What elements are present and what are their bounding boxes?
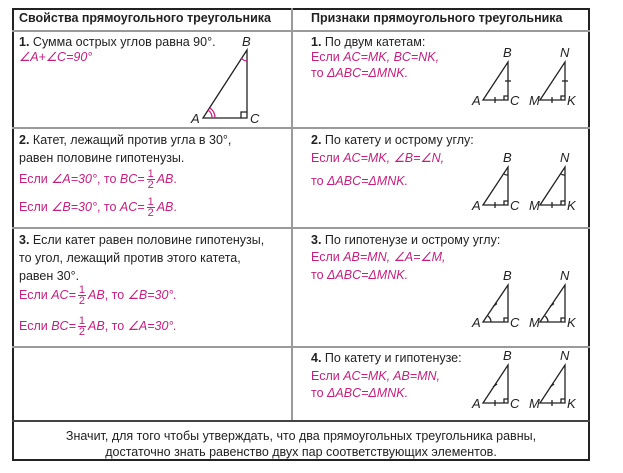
property-2-text: 2. Катет, лежащий против угла в 30°, — [19, 133, 232, 147]
criterion-2-cond: Если AC=MK, ∠B=∠N, — [311, 151, 445, 165]
table-frame — [12, 8, 590, 461]
svg-text:C: C — [510, 396, 520, 411]
svg-text:A: A — [471, 93, 481, 108]
right-triangle: B A C — [471, 150, 520, 213]
svg-text:N: N — [560, 268, 570, 283]
svg-text:N: N — [560, 348, 570, 363]
svg-text:M: M — [529, 93, 540, 108]
right-triangle: N M K — [529, 268, 577, 330]
svg-text:C: C — [510, 198, 520, 213]
property-2-text-2: равен половине гипотенузы. — [19, 151, 185, 165]
property-1-formula: ∠A+∠C=90° — [19, 50, 93, 64]
criterion-1-title: 1. По двум катетам: — [311, 35, 426, 49]
svg-text:B: B — [503, 150, 512, 165]
property-3-text-2: то угол, лежащий против этого катета, — [19, 251, 241, 265]
header-properties: Свойства прямоугольного треугольника — [19, 11, 271, 25]
svg-text:A: A — [471, 198, 481, 213]
right-triangle: B A C — [471, 268, 520, 330]
property-3-text-3: равен 30°. — [19, 269, 80, 283]
property-2-formula-2: Если ∠B=30°, то AC= 1 2 AB. — [19, 196, 177, 219]
criterion-2-result: то ΔABC=ΔMNK. — [311, 174, 409, 188]
right-triangle: B A C — [471, 348, 520, 411]
right-triangle: N M K — [529, 45, 577, 108]
svg-text:M: M — [529, 315, 540, 330]
svg-text:N: N — [560, 150, 570, 165]
criterion-4-cond: Если AC=MK, AB=MN, — [311, 369, 440, 383]
svg-text:K: K — [567, 396, 577, 411]
criterion-3-result: то ΔABC=ΔMNK. — [311, 268, 409, 282]
row-divider — [12, 420, 590, 422]
row-divider — [12, 30, 590, 32]
svg-text:C: C — [510, 315, 520, 330]
svg-text:M: M — [529, 198, 540, 213]
footer-line-1: Значит, для того чтобы утверждать, что д… — [65, 429, 537, 443]
footer-line-2: достаточно знать равенство двух пар соот… — [105, 445, 497, 459]
criterion-4-result: то ΔABC=ΔMNK. — [311, 386, 409, 400]
svg-text:N: N — [560, 45, 570, 60]
property-2-formula-1: Если ∠A=30°, то BC= 1 2 AB. — [19, 168, 177, 191]
svg-text:A: A — [190, 111, 200, 126]
svg-text:C: C — [510, 93, 520, 108]
criterion-4-title: 4. По катету и гипотенузе: — [311, 351, 462, 365]
svg-text:B: B — [503, 45, 512, 60]
right-triangle: B A C — [471, 45, 520, 108]
row-divider — [12, 127, 590, 129]
svg-text:B: B — [242, 34, 251, 49]
row-divider — [12, 227, 590, 229]
svg-text:K: K — [567, 93, 577, 108]
right-triangle: N M K — [529, 348, 577, 411]
criterion-1-result: то ΔABC=ΔMNK. — [311, 66, 409, 80]
svg-text:A: A — [471, 315, 481, 330]
criterion-1-cond: Если AC=MK, BC=NK, — [311, 50, 440, 64]
header-criteria: Признаки прямоугольного треугольника — [311, 11, 563, 25]
criterion-3-cond: Если AB=MN, ∠A=∠M, — [311, 250, 446, 264]
property-3-formula-1: Если AC= 1 2 AB, то ∠B=30°. — [19, 284, 177, 307]
property-3-text: 3. Если катет равен половине гипотенузы, — [19, 233, 265, 247]
svg-text:K: K — [567, 315, 577, 330]
right-triangle: N M K — [529, 150, 577, 213]
svg-text:K: K — [567, 198, 577, 213]
svg-text:C: C — [250, 111, 260, 126]
criterion-2-title: 2. По катету и острому углу: — [311, 133, 474, 147]
triangle-abc-main: B A C — [190, 34, 260, 126]
criterion-3-title: 3. По гипотенузе и острому углу: — [311, 233, 501, 247]
svg-text:A: A — [471, 396, 481, 411]
row-divider — [12, 346, 590, 348]
svg-text:M: M — [529, 396, 540, 411]
property-3-formula-2: Если BC= 1 2 AB, то ∠A=30°. — [19, 315, 177, 338]
column-divider — [291, 8, 293, 420]
svg-text:B: B — [503, 268, 512, 283]
property-1: 1. Сумма острых углов равна 90°. — [19, 35, 216, 49]
svg-text:B: B — [503, 348, 512, 363]
